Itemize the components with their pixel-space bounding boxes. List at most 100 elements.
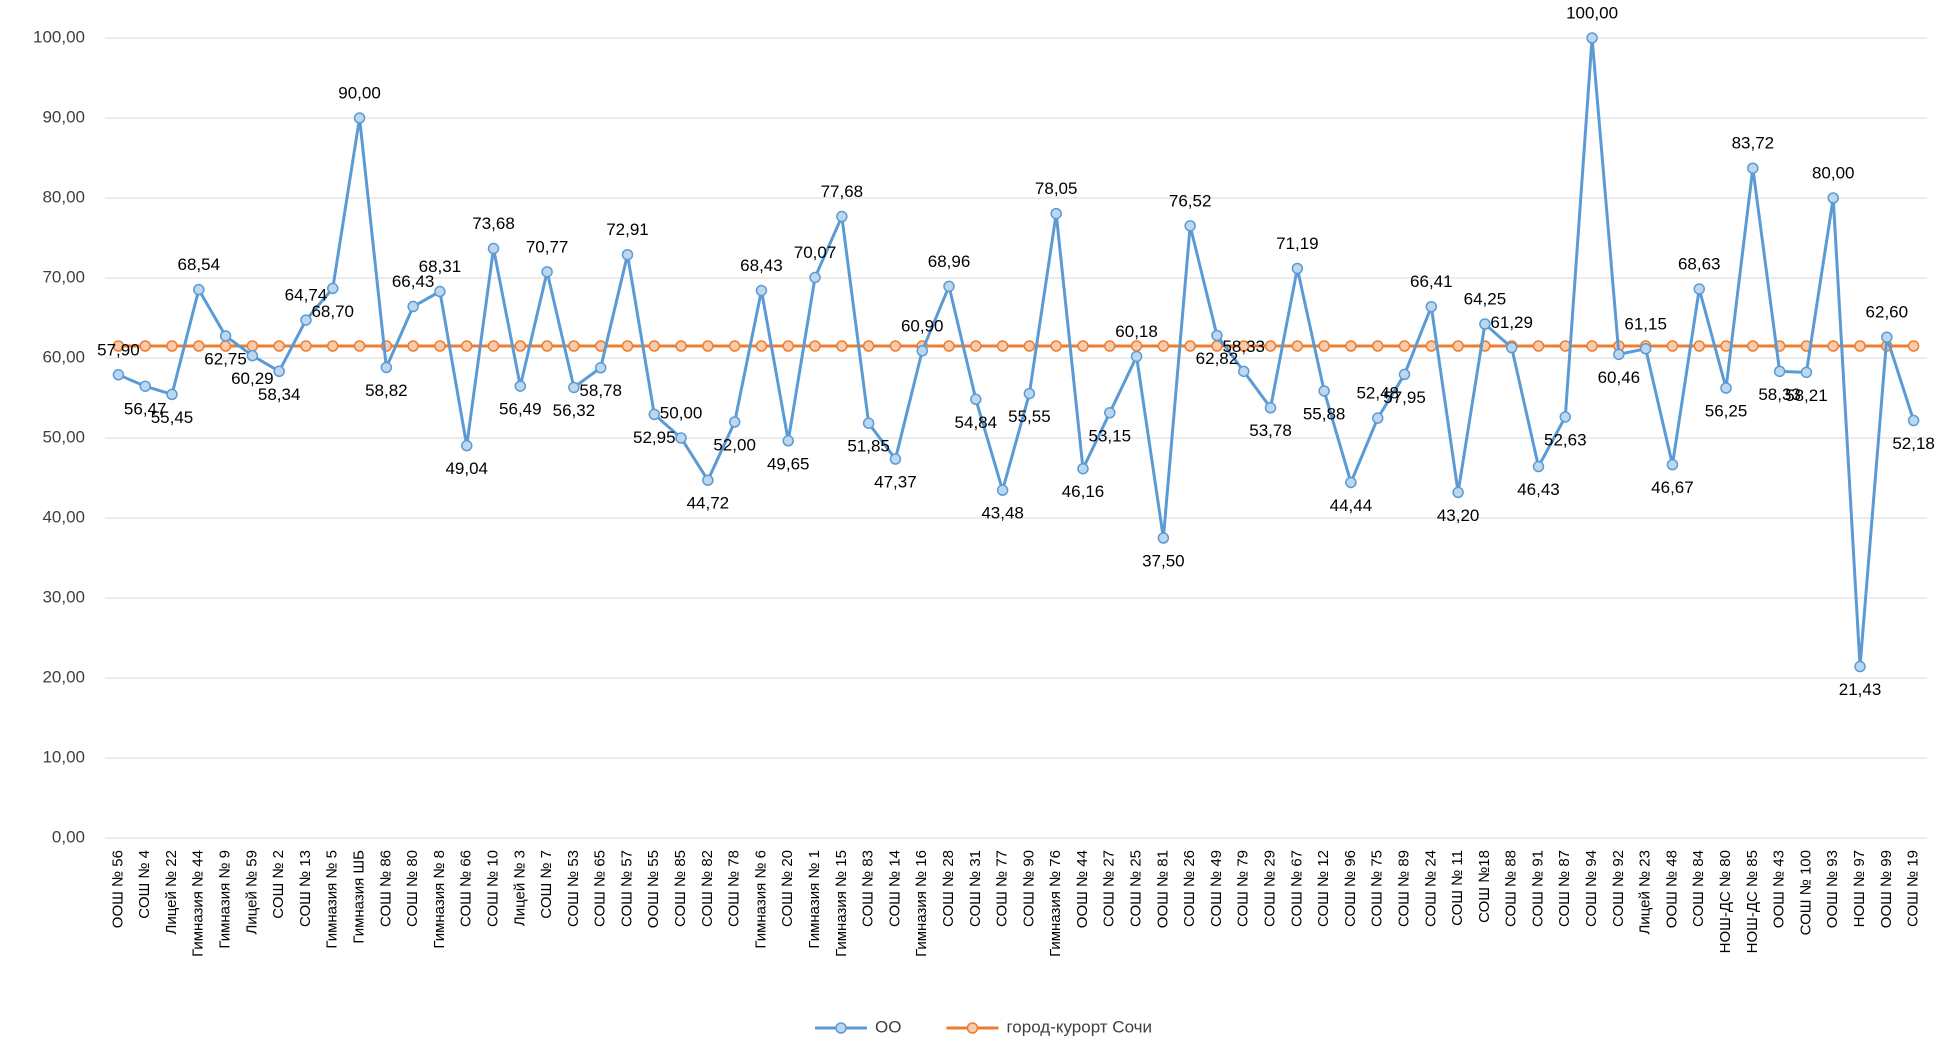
x-tick-label: СОШ № 2 bbox=[270, 850, 287, 919]
data-label: 68,63 bbox=[1678, 254, 1721, 273]
data-point bbox=[380, 361, 393, 374]
x-tick-label: ООШ № 44 bbox=[1074, 850, 1091, 928]
legend-marker bbox=[835, 1022, 847, 1034]
data-label: 53,78 bbox=[1249, 421, 1292, 440]
data-point bbox=[996, 340, 1009, 352]
y-tick-label: 70,00 bbox=[42, 267, 85, 286]
data-point bbox=[487, 242, 500, 255]
legend-label: ОО bbox=[875, 1017, 901, 1036]
data-point bbox=[675, 340, 687, 352]
data-point bbox=[1371, 412, 1384, 424]
data-point bbox=[246, 340, 259, 352]
data-label: 77,68 bbox=[821, 182, 864, 201]
x-tick-label: СОШ № 10 bbox=[484, 850, 501, 927]
data-point bbox=[862, 417, 875, 429]
data-point bbox=[434, 285, 446, 298]
data-label: 58,34 bbox=[258, 385, 301, 404]
data-point bbox=[889, 453, 902, 465]
data-point bbox=[541, 340, 553, 352]
data-point bbox=[1425, 340, 1438, 352]
data-label: 55,88 bbox=[1303, 404, 1346, 423]
data-point bbox=[1104, 340, 1116, 352]
data-point bbox=[1747, 340, 1759, 352]
data-label: 52,00 bbox=[713, 435, 756, 454]
data-point bbox=[943, 340, 955, 352]
x-tick-label: СОШ № 75 bbox=[1369, 850, 1386, 927]
data-label: 53,15 bbox=[1089, 426, 1132, 445]
y-tick-label: 20,00 bbox=[42, 667, 85, 686]
y-tick-label: 60,00 bbox=[42, 347, 85, 366]
data-label: 72,91 bbox=[606, 220, 649, 239]
data-point bbox=[568, 381, 580, 394]
data-point bbox=[193, 283, 205, 296]
data-point bbox=[166, 340, 178, 352]
x-tick-label: Лицей № 59 bbox=[243, 850, 260, 934]
data-label: 55,55 bbox=[1008, 407, 1051, 426]
data-point bbox=[1666, 340, 1679, 352]
data-point bbox=[353, 340, 366, 352]
data-point bbox=[273, 365, 285, 378]
data-label: 46,67 bbox=[1651, 478, 1694, 497]
y-tick-label: 50,00 bbox=[42, 427, 85, 446]
data-point bbox=[1773, 365, 1786, 378]
x-tick-label: ООШ № 56 bbox=[109, 850, 126, 928]
data-label: 55,45 bbox=[151, 408, 194, 427]
data-point bbox=[1371, 340, 1384, 352]
x-tick-label: ООШ № 43 bbox=[1771, 850, 1788, 928]
y-tick-label: 0,00 bbox=[52, 827, 85, 846]
data-label: 49,04 bbox=[445, 459, 488, 478]
data-point bbox=[1532, 340, 1545, 352]
data-point bbox=[1184, 340, 1196, 352]
x-tick-label: СОШ № 82 bbox=[699, 850, 716, 927]
x-tick-label: СОШ № 28 bbox=[940, 850, 957, 927]
data-point bbox=[1318, 385, 1330, 397]
data-point bbox=[648, 340, 661, 352]
data-label: 68,31 bbox=[419, 257, 462, 276]
data-point bbox=[1050, 207, 1062, 220]
data-point bbox=[1907, 340, 1920, 352]
data-label: 56,25 bbox=[1705, 401, 1748, 420]
x-tick-label: СОШ № 80 bbox=[404, 850, 421, 927]
x-tick-label: СОШ № 29 bbox=[1262, 850, 1279, 927]
x-tick-label: Гимназия № 6 bbox=[752, 850, 769, 949]
x-tick-label: СОШ № 67 bbox=[1288, 850, 1305, 927]
x-tick-label: СОШ №18 bbox=[1476, 850, 1493, 923]
data-point bbox=[1398, 368, 1411, 381]
data-point bbox=[1130, 340, 1143, 352]
data-point bbox=[1907, 414, 1920, 427]
data-point bbox=[1720, 382, 1732, 394]
data-point bbox=[1693, 340, 1705, 352]
data-label: 43,20 bbox=[1437, 506, 1480, 525]
data-label: 80,00 bbox=[1812, 163, 1855, 182]
x-tick-label: СОШ № 91 bbox=[1529, 850, 1546, 927]
data-point bbox=[327, 340, 339, 352]
data-label: 56,32 bbox=[553, 401, 596, 420]
data-label: 60,46 bbox=[1598, 368, 1641, 387]
data-point bbox=[514, 380, 527, 392]
data-point bbox=[889, 340, 902, 352]
data-label: 73,68 bbox=[472, 214, 515, 233]
x-tick-label: Гимназия № 76 bbox=[1047, 850, 1064, 957]
data-label: 58,78 bbox=[579, 381, 622, 400]
y-tick-label: 30,00 bbox=[42, 587, 85, 606]
data-point bbox=[916, 345, 928, 357]
data-point bbox=[1023, 340, 1036, 352]
x-tick-label: Гимназия № 1 bbox=[806, 850, 823, 949]
data-label: 54,84 bbox=[955, 413, 998, 432]
data-label: 46,16 bbox=[1062, 482, 1105, 501]
data-point bbox=[1586, 340, 1598, 352]
data-point bbox=[1827, 340, 1839, 352]
data-label: 46,43 bbox=[1517, 480, 1560, 499]
x-tick-label: СОШ № 100 bbox=[1797, 850, 1814, 935]
x-tick-label: НОШ-ДС № 85 bbox=[1744, 850, 1761, 953]
legend-marker bbox=[966, 1022, 979, 1034]
data-point bbox=[1559, 411, 1572, 423]
data-point bbox=[755, 284, 768, 297]
data-point bbox=[782, 340, 794, 352]
data-point bbox=[300, 314, 312, 326]
data-point bbox=[1586, 32, 1598, 44]
data-label: 62,75 bbox=[204, 349, 247, 368]
data-label: 49,65 bbox=[767, 454, 810, 473]
data-point bbox=[1264, 402, 1277, 414]
x-tick-label: СОШ № 94 bbox=[1583, 850, 1600, 927]
